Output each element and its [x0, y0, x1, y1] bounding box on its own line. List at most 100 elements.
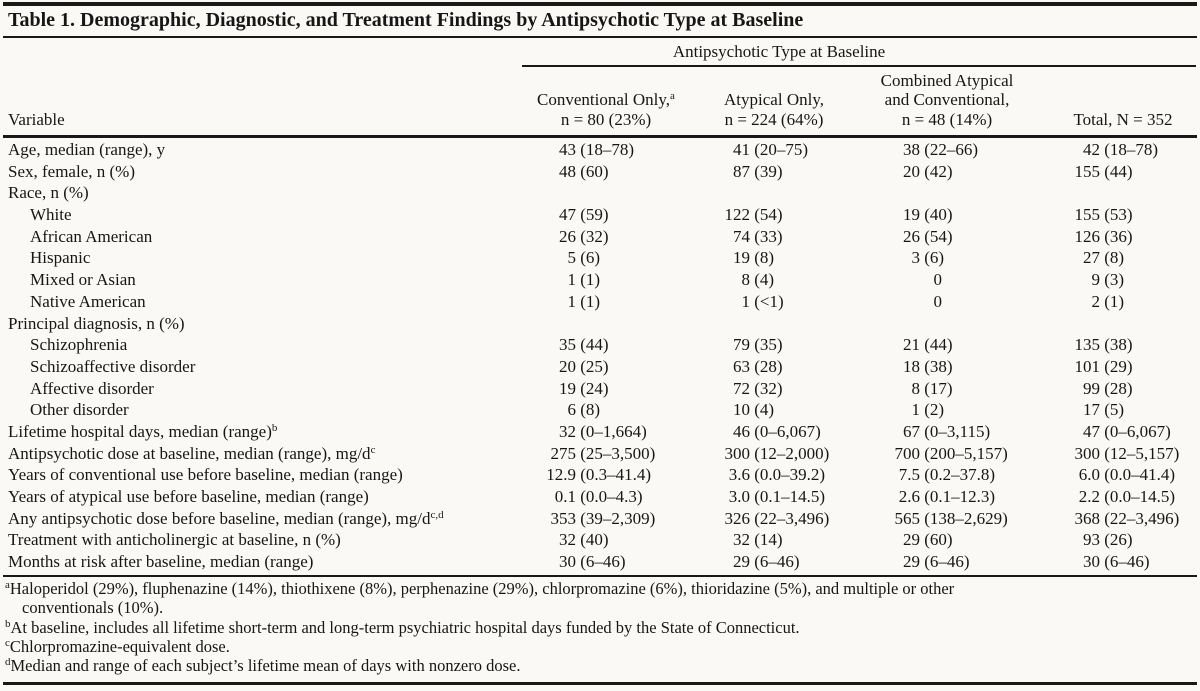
data-cell: 3.6 (0.0–39.2)	[690, 464, 858, 486]
data-cell: 0	[858, 291, 1036, 313]
cell-number: 79	[733, 335, 750, 355]
cell-range: (28)	[1100, 378, 1133, 398]
cell-range: (39–2,309)	[576, 508, 656, 528]
cell-range: (6–46)	[1100, 552, 1150, 572]
table-row: Sex, female, n (%) 48 (60) 87 (39) 20 (42) 1…	[0, 161, 1200, 183]
data-cell: 3.0 (0.1–14.5)	[690, 486, 858, 508]
data-cell: 79 (35)	[690, 334, 858, 356]
footnote: aHaloperidol (29%), fluphenazine (14%), …	[5, 579, 955, 618]
cell-number: 19	[559, 378, 576, 398]
row-label: Hispanic	[30, 248, 91, 268]
table-row: Treatment with anticholinergic at baseli…	[0, 529, 1200, 551]
data-cell: 1 (1)	[522, 291, 690, 313]
data-cell: 1 (<1)	[690, 291, 858, 313]
column-header-line: Total, N = 352	[1073, 109, 1173, 129]
cell-number: 3	[911, 248, 921, 268]
table-row: Schizoaffective disorder 20 (25) 63 (28) 18…	[0, 356, 1200, 378]
cell-number: 2	[1091, 291, 1101, 311]
cell-range: (8)	[750, 248, 775, 268]
cell-number: 38	[903, 140, 920, 159]
cell-number: 48	[559, 161, 576, 181]
cell-range: (24)	[576, 378, 609, 398]
data-cell: 2.2 (0.0–14.5)	[1050, 486, 1196, 508]
data-cell: 93 (26)	[1050, 529, 1196, 551]
cell-number: 9	[1091, 270, 1101, 290]
cell-number: 565	[894, 508, 921, 528]
cell-range: (0–6,067)	[750, 421, 821, 441]
cell-number: 0	[933, 270, 943, 290]
cell-number: 3.6	[728, 465, 750, 485]
cell-range: (<1)	[750, 291, 784, 311]
column-header-text: Conventional Only,	[537, 90, 671, 109]
top-rule	[3, 2, 1197, 6]
cell-range: (29)	[1100, 356, 1133, 376]
column-header-n: n = 224 (64%)	[724, 109, 824, 129]
data-cell: 21 (44)	[858, 334, 1036, 356]
table-body: Age, median (range), y 43 (18–78) 41 (20–7…	[0, 139, 1200, 573]
data-cell: 87 (39)	[690, 161, 858, 183]
data-cell: 700 (200–5,157)	[858, 443, 1036, 465]
data-cell: 19 (40)	[858, 204, 1036, 226]
data-cell: 5 (6)	[522, 247, 690, 269]
cell-number: 155	[1074, 161, 1101, 181]
cell-number: 26	[559, 226, 576, 246]
cell-range: (38)	[920, 356, 953, 376]
cell-number: 2.2	[1078, 487, 1100, 506]
cell-number: 10	[733, 400, 750, 420]
cell-range: (53)	[1100, 205, 1133, 225]
cell-number: 5	[567, 248, 577, 268]
cell-number: 20	[903, 161, 920, 181]
cell-range: (26)	[1100, 530, 1133, 550]
cell-number: 29	[733, 552, 750, 572]
data-cell: 9 (3)	[1050, 269, 1196, 291]
table-row: Any antipsychotic dose before baseline, …	[0, 508, 1200, 530]
data-cell: 32 (0–1,664)	[522, 421, 690, 443]
cell-number: 47	[1083, 421, 1100, 441]
data-cell: 20 (42)	[858, 161, 1036, 183]
data-cell: 48 (60)	[522, 161, 690, 183]
data-cell: 47 (0–6,067)	[1050, 421, 1196, 443]
table-title: Table 1. Demographic, Diagnostic, and Tr…	[8, 9, 804, 31]
cell-range: (0–1,664)	[576, 421, 647, 441]
table-row: White 47 (59) 122 (54) 19 (40) 155 (53)	[0, 204, 1200, 226]
cell-number: 29	[903, 530, 920, 550]
data-cell: 30 (6–46)	[1050, 551, 1196, 573]
footnote-marker: c	[370, 443, 376, 456]
data-cell: 126 (36)	[1050, 226, 1196, 248]
cell-number: 27	[1083, 248, 1100, 268]
table-row: Age, median (range), y 43 (18–78) 41 (20–7…	[0, 139, 1200, 161]
data-cell: 0.1 (0.0–4.3)	[522, 486, 690, 508]
data-cell: 20 (25)	[522, 356, 690, 378]
table-row: Principal diagnosis, n (%)	[0, 313, 1200, 335]
cell-range: (0.1–12.3)	[920, 487, 996, 506]
data-cell: 43 (18–78)	[522, 139, 690, 161]
data-cell: 2.6 (0.1–12.3)	[858, 486, 1036, 508]
cell-range: (8)	[1100, 248, 1125, 268]
cell-number: 8	[911, 378, 921, 398]
footnote: bAt baseline, includes all lifetime shor…	[5, 617, 800, 637]
data-cell: 300 (12–5,157)	[1050, 443, 1196, 465]
data-cell: 1 (2)	[858, 399, 1036, 421]
cell-range: (8)	[576, 400, 601, 420]
cell-range: (6–46)	[750, 552, 800, 572]
cell-range: (54)	[920, 226, 953, 246]
cell-number: 12.9	[546, 465, 576, 485]
cell-range: (44)	[1100, 161, 1133, 181]
cell-number: 1	[567, 291, 577, 311]
cell-range: (2)	[920, 400, 945, 420]
row-label: Sex, female, n (%)	[8, 161, 135, 181]
data-cell: 7.5 (0.2–37.8)	[858, 464, 1036, 486]
data-cell: 67 (0–3,115)	[858, 421, 1036, 443]
data-cell: 2 (1)	[1050, 291, 1196, 313]
column-header-n: n = 80 (23%)	[560, 109, 652, 129]
data-cell: 18 (38)	[858, 356, 1036, 378]
cell-range: (138–2,629)	[920, 508, 1008, 528]
data-cell: 101 (29)	[1050, 356, 1196, 378]
data-cell: 74 (33)	[690, 226, 858, 248]
cell-range: (42)	[920, 161, 953, 181]
data-cell: 47 (59)	[522, 204, 690, 226]
cell-number: 126	[1074, 226, 1101, 246]
row-label: Principal diagnosis, n (%)	[8, 313, 185, 333]
cell-range: (0–6,067)	[1100, 421, 1171, 441]
row-label: Lifetime hospital days, median (range)b	[8, 421, 278, 441]
